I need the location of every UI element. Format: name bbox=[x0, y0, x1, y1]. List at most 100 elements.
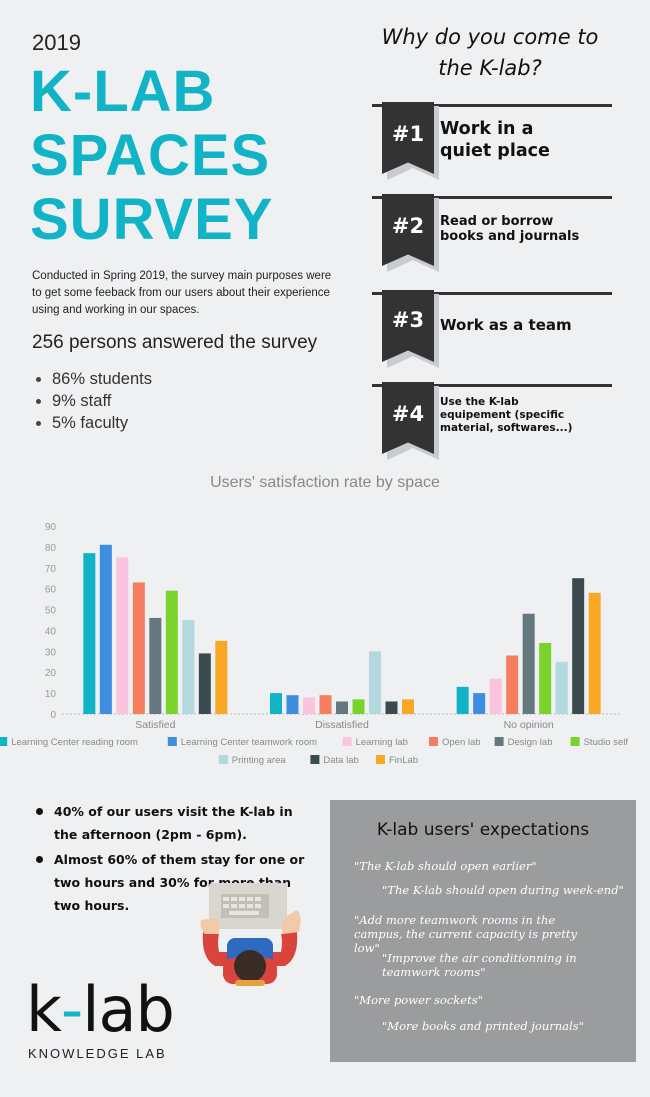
reason-line: Work in a bbox=[440, 119, 534, 139]
ribbon-badge bbox=[382, 290, 434, 362]
logo-subtitle: KNOWLEDGE LAB bbox=[28, 1046, 167, 1061]
bar-2-1 bbox=[473, 693, 486, 714]
why-title: Why do you come to the K-lab? bbox=[370, 22, 610, 84]
bar-0-5 bbox=[165, 590, 178, 714]
legend-label: Design lab bbox=[508, 737, 553, 748]
respondent-breakdown: 86% students 9% staff 5% faculty bbox=[32, 368, 152, 434]
reason-1: #1 Work in a quiet place bbox=[372, 102, 612, 184]
bar-2-5 bbox=[539, 642, 552, 714]
title-line: SPACES bbox=[30, 123, 271, 188]
bar-1-3 bbox=[319, 695, 332, 714]
klab-logo: k-lab bbox=[26, 978, 175, 1042]
ribbon-badge bbox=[382, 102, 434, 174]
legend-label: Printing area bbox=[232, 755, 287, 766]
divider-line bbox=[372, 292, 612, 295]
reason-text: Use the K-lab equipement (specific mater… bbox=[440, 396, 572, 435]
logo-k: k bbox=[26, 973, 62, 1046]
legend-swatch bbox=[376, 755, 385, 764]
visit-facts: 40% of our users visit the K-lab in the … bbox=[34, 800, 314, 919]
legend-label: FinLab bbox=[389, 755, 418, 766]
bar-2-8 bbox=[588, 592, 601, 714]
reason-3: #3 Work as a team bbox=[372, 290, 612, 372]
y-tick-label: 30 bbox=[45, 647, 57, 658]
expectation-quote: "The K-lab should open during week-end" bbox=[382, 883, 624, 897]
legend-swatch bbox=[342, 737, 352, 746]
bar-0-8 bbox=[215, 640, 228, 714]
respondents-count: 256 persons answered the survey bbox=[32, 332, 318, 353]
bar-2-4 bbox=[522, 613, 535, 714]
divider-line bbox=[372, 384, 612, 387]
expectations-panel: K-lab users' expectations "The K-lab sho… bbox=[330, 800, 636, 1062]
breakdown-item: 9% staff bbox=[32, 390, 152, 412]
satisfaction-chart: 0 10 20 30 40 50 60 70 80 90 Satisfied Dissatisfied… bbox=[0, 522, 629, 766]
legend-swatch bbox=[167, 737, 177, 746]
bar-2-7 bbox=[572, 578, 585, 714]
y-tick-label: 20 bbox=[45, 668, 57, 679]
bar-1-0 bbox=[270, 693, 282, 714]
bar-0-7 bbox=[198, 653, 211, 714]
x-category-label: Satisfied bbox=[135, 719, 175, 731]
reason-rank: #1 bbox=[391, 122, 425, 146]
y-tick-label: 60 bbox=[45, 585, 57, 596]
y-tick-label: 50 bbox=[45, 606, 57, 617]
bar-0-6 bbox=[182, 620, 195, 714]
reason-rank: #2 bbox=[391, 214, 425, 238]
bar-2-3 bbox=[506, 655, 519, 714]
breakdown-item: 86% students bbox=[32, 368, 152, 390]
chart-title: Users' satisfaction rate by space bbox=[210, 474, 440, 491]
expectation-quote: "Improve the air conditionning in teamwo… bbox=[382, 951, 577, 979]
bar-2-2 bbox=[489, 678, 502, 714]
bar-1-7 bbox=[385, 701, 398, 714]
legend-swatch bbox=[218, 755, 228, 764]
logo-dash: - bbox=[60, 973, 83, 1046]
bar-0-2 bbox=[116, 557, 129, 714]
bar-2-0 bbox=[456, 686, 469, 714]
fact-item: 40% of our users visit the K-lab in the … bbox=[34, 800, 314, 846]
legend-swatch bbox=[429, 737, 438, 746]
legend-label: Data lab bbox=[323, 755, 358, 766]
reason-rank: #4 bbox=[391, 402, 425, 426]
legend-label: Learning lab bbox=[356, 737, 408, 748]
survey-year: 2019 bbox=[32, 30, 81, 55]
reason-text: Read or borrow books and journals bbox=[440, 214, 579, 244]
legend-swatch bbox=[0, 737, 8, 746]
y-tick-label: 90 bbox=[45, 522, 57, 533]
y-tick-label: 80 bbox=[45, 543, 57, 554]
page-title: K-LAB SPACES SURVEY bbox=[30, 60, 330, 252]
legend-swatch bbox=[310, 755, 320, 764]
bar-0-0 bbox=[83, 553, 96, 714]
reason-line: Use the K-lab bbox=[440, 396, 519, 408]
expectation-quote: "More books and printed journals" bbox=[382, 1019, 584, 1033]
reason-line: quiet place bbox=[440, 141, 550, 161]
bar-1-5 bbox=[352, 699, 365, 714]
legend-label: Learning Center teamwork room bbox=[181, 737, 317, 748]
bar-1-8 bbox=[402, 699, 414, 714]
reason-line: material, softwares...) bbox=[440, 422, 573, 434]
reason-2: #2 Read or borrow books and journals bbox=[372, 194, 612, 276]
reason-line: books and journals bbox=[440, 229, 580, 244]
reason-rank: #3 bbox=[391, 308, 425, 332]
expectations-title: K-lab users' expectations bbox=[376, 820, 590, 840]
y-tick-label: 10 bbox=[45, 689, 57, 700]
y-tick-label: 0 bbox=[50, 710, 56, 721]
reason-text: Work in a quiet place bbox=[440, 118, 550, 162]
divider-line bbox=[372, 196, 612, 199]
person-at-laptop-illustration bbox=[200, 883, 301, 986]
y-tick-label: 70 bbox=[45, 564, 57, 575]
reason-4: #4 Use the K-lab equipement (specific ma… bbox=[372, 382, 612, 464]
bar-0-4 bbox=[149, 617, 162, 714]
x-category-label: No opinion bbox=[504, 719, 554, 731]
expectation-quote: "More power sockets" bbox=[354, 993, 483, 1007]
reason-line: Read or borrow bbox=[440, 214, 554, 229]
breakdown-item: 5% faculty bbox=[32, 412, 152, 434]
expectation-quote: "Add more teamwork rooms in the campus, … bbox=[354, 913, 578, 955]
legend-label: Studio self bbox=[584, 737, 629, 748]
divider-line bbox=[372, 104, 612, 107]
bar-0-1 bbox=[99, 544, 112, 714]
legend-label: Learning Center reading room bbox=[11, 737, 138, 748]
x-category-label: Dissatisfied bbox=[315, 719, 369, 731]
why-title-line: Why do you come to bbox=[381, 25, 599, 49]
reason-line: equipement (specific bbox=[440, 409, 565, 421]
legend-swatch bbox=[570, 737, 580, 746]
bar-1-2 bbox=[303, 697, 315, 714]
